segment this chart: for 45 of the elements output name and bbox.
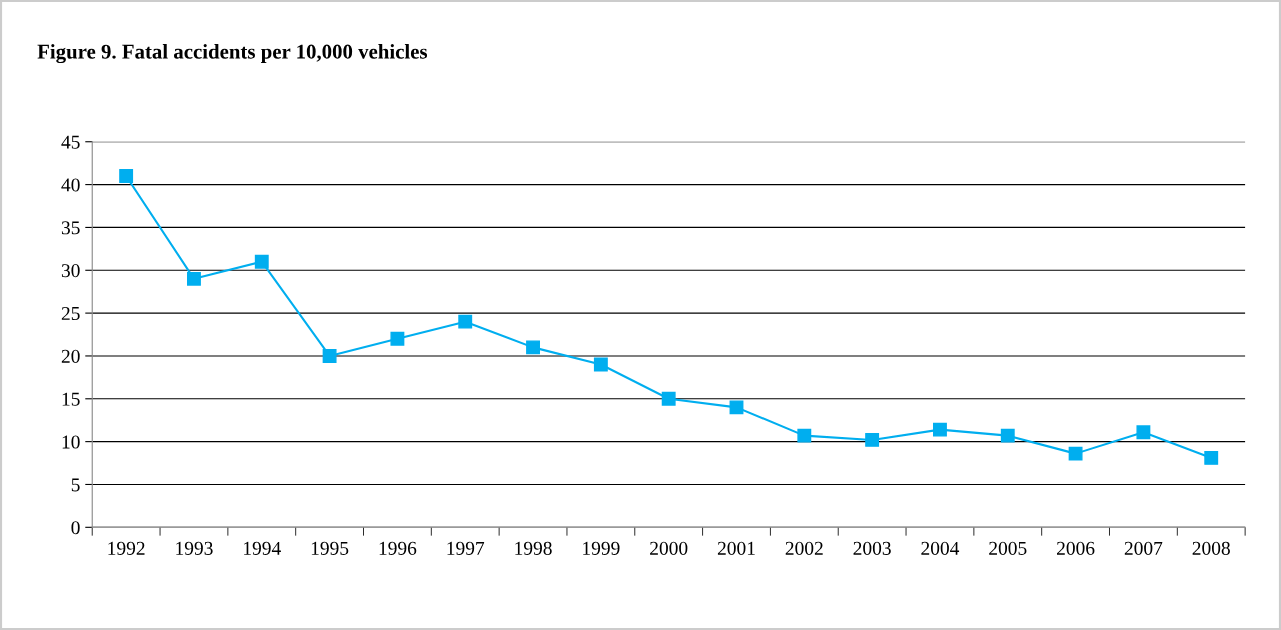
point	[865, 432, 880, 447]
point	[254, 254, 269, 269]
y-tick-label: 15	[62, 392, 80, 406]
x-tick-label: 1992	[108, 541, 145, 555]
point	[729, 400, 744, 415]
point	[526, 340, 540, 355]
y-tick-label: 35	[61, 221, 80, 235]
point	[933, 422, 947, 437]
x-tick-label: 2000	[650, 541, 688, 555]
y-tick-label: 25	[61, 306, 80, 321]
x-tick-label: 2008	[1192, 541, 1230, 555]
point	[187, 271, 201, 286]
point	[661, 391, 676, 406]
x-tick-label: 1997	[447, 541, 485, 555]
point	[1068, 446, 1083, 461]
x-tick-label: 1999	[583, 541, 620, 555]
point	[1000, 428, 1015, 443]
x-tick-label: 1994	[244, 541, 281, 555]
point	[390, 331, 405, 346]
x-tick-label: 2007	[1124, 541, 1163, 555]
x-tick-label: 2004	[921, 541, 960, 555]
y-tick-label: 20	[61, 349, 80, 363]
y-tick-label: 10	[62, 435, 80, 449]
point	[458, 314, 473, 329]
x-tick-label: 2003	[853, 541, 891, 555]
x-tick-label: 2006	[1057, 541, 1095, 555]
y-tick-label: 40	[61, 178, 80, 192]
point	[593, 357, 608, 372]
x-tick-label: 1996	[379, 541, 417, 555]
y-tick-label: 30	[61, 264, 80, 278]
point	[1204, 450, 1219, 465]
y-tick-label: 45	[61, 135, 80, 149]
y-tick-label: 5	[71, 478, 80, 492]
x-tick-label: 2002	[785, 541, 823, 555]
x-tick-label: 2005	[989, 541, 1027, 555]
point	[119, 169, 134, 183]
point	[322, 349, 337, 363]
x-tick-label: 1993	[176, 541, 213, 555]
y-tick-label: 0	[71, 521, 80, 535]
x-tick-label: 1998	[515, 541, 552, 555]
chart-title: Figure 9. Fatal accidents per 10,000 vehicles	[37, 44, 428, 64]
x-tick-label: 2001	[717, 541, 755, 555]
point	[1136, 425, 1151, 440]
point	[797, 428, 812, 443]
x-tick-label: 1995	[311, 541, 349, 555]
